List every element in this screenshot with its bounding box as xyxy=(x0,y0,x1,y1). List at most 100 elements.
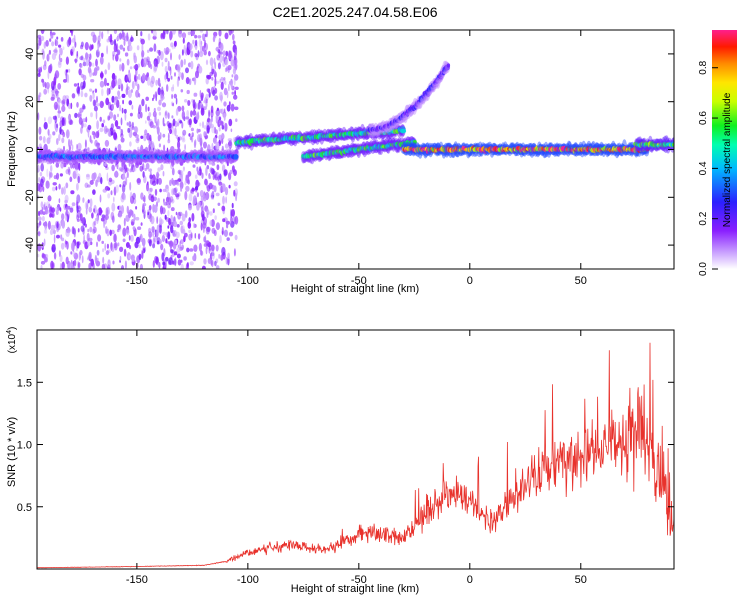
spectrogram-speck xyxy=(152,260,155,268)
spectrogram-speck xyxy=(99,80,105,88)
spectrogram-speck xyxy=(134,74,137,83)
spectrogram-speck xyxy=(73,83,78,87)
spectrogram-speck xyxy=(216,164,220,171)
spectrogram-speck xyxy=(102,119,106,124)
spectrogram-speck xyxy=(125,242,130,248)
spectrogram-speck xyxy=(128,245,132,250)
spectrogram-speck xyxy=(131,81,135,90)
spectrogram-speck xyxy=(129,181,132,191)
spectrogram-speck xyxy=(44,81,47,89)
spectrogram-speck xyxy=(140,111,143,119)
spectrogram-speck xyxy=(193,244,198,252)
spectrogram-speck xyxy=(200,201,205,209)
spectrogram-speck xyxy=(148,205,152,211)
spectrogram-speck xyxy=(139,233,143,243)
spectrogram-speck xyxy=(174,72,176,77)
spectrogram-speck xyxy=(168,122,172,129)
spectrogram-speck xyxy=(55,162,60,168)
spectrogram-speck xyxy=(174,239,178,245)
spectrogram-speck xyxy=(203,131,208,137)
spectrogram-speck xyxy=(210,86,215,95)
spectrogram-speck xyxy=(213,69,216,76)
colorbar-label: Normalized spectral amplitude xyxy=(722,92,733,227)
spectrogram-speck xyxy=(77,82,79,87)
spectrogram-speck xyxy=(115,184,119,193)
spectrogram-speck xyxy=(81,217,86,224)
spectrogram-speck xyxy=(205,240,210,244)
spectrogram-speck xyxy=(110,131,114,136)
spectrogram-speck xyxy=(69,30,72,33)
spectrogram-speck xyxy=(41,252,45,258)
spectrogram-speck xyxy=(167,132,170,141)
spectrogram-speck xyxy=(181,49,184,56)
spectrogram-speck xyxy=(95,110,98,120)
spectrogram-speck xyxy=(90,79,95,83)
spectrogram-speck xyxy=(147,33,151,41)
spectrogram-speck xyxy=(109,39,115,46)
spectrogram-speck xyxy=(188,217,191,223)
spectrogram-speck xyxy=(157,197,160,203)
spectrogram-speck xyxy=(92,34,97,43)
spectrogram-speck xyxy=(45,40,49,47)
spectrogram-speck xyxy=(227,67,230,74)
spectrogram-speck xyxy=(138,244,141,249)
spectrogram-speck xyxy=(214,77,217,87)
spectrogram-speck xyxy=(106,82,110,86)
spectrogram-speck xyxy=(111,164,115,172)
spectrogram-speck xyxy=(88,262,92,269)
spectrogram-speck xyxy=(196,166,199,172)
spectrogram-speck xyxy=(133,55,137,64)
spectrogram-speck xyxy=(120,128,124,136)
spectrogram-speck xyxy=(110,211,115,221)
spectrogram-speck xyxy=(104,162,107,167)
spectrogram-speck xyxy=(223,87,228,96)
spectrogram-speck xyxy=(163,144,166,152)
spectrogram-x-ticks: -150 -100 -50 0 50 xyxy=(126,30,587,287)
spectrogram-speck xyxy=(47,52,50,62)
spectrogram-speck xyxy=(169,247,172,253)
spectrogram-speck xyxy=(190,50,194,58)
spectrogram-speck xyxy=(112,54,115,61)
spectrogram-speck xyxy=(61,261,65,269)
spectrogram-speck xyxy=(87,228,90,233)
spectrogram-speck xyxy=(217,202,221,206)
spectrogram-speck xyxy=(107,62,111,71)
spectrogram-speck xyxy=(131,104,134,110)
spectrogram-speck xyxy=(38,183,43,193)
snr-y-multiplier: (x104) xyxy=(6,327,18,354)
spectrogram-speck xyxy=(181,110,186,120)
spectrogram-speck xyxy=(184,210,188,218)
spectrogram-speck xyxy=(59,254,63,263)
colorbar-tick-label: 0.6 xyxy=(698,111,709,125)
spectrogram-speck xyxy=(230,103,235,112)
spectrogram-speck xyxy=(91,44,94,50)
spectrogram-speck xyxy=(48,64,52,74)
spectrogram-speck xyxy=(119,184,122,188)
spectrogram-speck xyxy=(63,79,67,83)
spectrogram-speck xyxy=(142,209,144,213)
spectrogram-speck xyxy=(234,89,237,96)
spectrogram-speck xyxy=(223,101,227,107)
spectrogram-speck xyxy=(203,243,208,247)
spectrogram-speck xyxy=(215,46,220,52)
spectrogram-panel: -150 -100 -50 0 50 -40 -20 0 20 40 Height of str… xyxy=(6,29,675,295)
spectrogram-speck xyxy=(53,49,58,53)
spectrogram-speck xyxy=(43,88,48,95)
spectrogram-speck xyxy=(51,186,56,192)
spectrogram-speck xyxy=(214,95,219,101)
spectrogram-speck xyxy=(176,247,181,253)
spectrogram-speck xyxy=(95,260,101,267)
spectrogram-speck xyxy=(192,164,196,168)
snr-x-tick-label: -150 xyxy=(126,574,148,586)
spectrogram-speck xyxy=(90,258,94,267)
spectrogram-speck xyxy=(175,134,179,139)
spectrogram-speck xyxy=(136,137,140,142)
spectrogram-speck xyxy=(207,88,211,94)
spectrogram-speck xyxy=(209,220,213,226)
spectrogram-speck xyxy=(49,205,53,212)
spectrogram-speck xyxy=(201,33,205,39)
spectrogram-speck xyxy=(152,97,154,102)
spectrogram-speck xyxy=(37,253,40,258)
spectrogram-speck xyxy=(59,45,62,55)
spectrogram-speck xyxy=(214,260,217,267)
